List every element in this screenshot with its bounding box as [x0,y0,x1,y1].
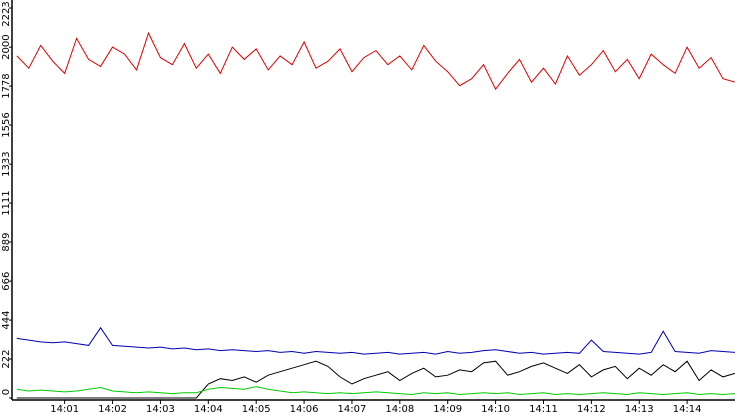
y-tick-label: 2223 [1,1,12,26]
series-line [16,326,735,355]
x-tick-label: 14:01 [50,404,79,415]
x-tick-label: 14:14 [673,404,702,415]
x-tick-label: 14:05 [242,404,271,415]
y-tick-label: 1111 [1,190,12,215]
x-tick-label: 14:06 [290,404,319,415]
x-tick-label: 14:03 [146,404,175,415]
x-tick-label: 14:10 [481,404,510,415]
x-tick-label: 14:11 [529,404,558,415]
series-line [16,386,735,396]
y-tick-label: 2000 [1,34,12,59]
x-tick-label: 14:07 [338,404,367,415]
x-tick-label: 14:09 [433,404,462,415]
x-tick-label: 14:02 [98,404,127,415]
y-tick-label: 1333 [1,151,12,176]
x-tick-label: 14:08 [385,404,414,415]
y-tick-label: 1778 [1,73,12,98]
series-line [16,360,735,399]
y-tick-label: 0 [1,389,12,395]
y-tick-label: 889 [1,232,12,251]
x-tick-label: 14:13 [625,404,654,415]
y-tick-label: 666 [1,272,12,291]
y-tick-label: 222 [1,350,12,369]
series-line [16,31,735,91]
y-tick-label: 1556 [1,112,12,137]
x-tick-label: 14:04 [194,404,223,415]
x-tick-label: 14:12 [577,404,606,415]
y-tick-label: 444 [1,311,12,330]
